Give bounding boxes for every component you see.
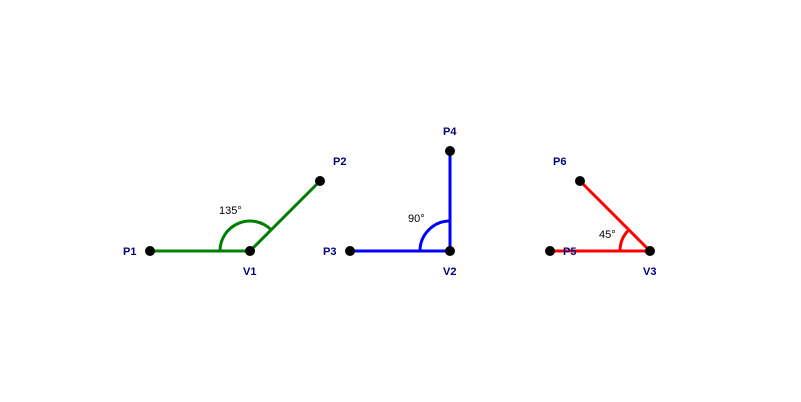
label-v3: V3 (643, 266, 656, 278)
ray-v1-p2 (248, 179, 322, 253)
label-v2: V2 (443, 266, 456, 278)
point-p5 (545, 246, 555, 256)
angle-value-1: 135° (219, 205, 242, 217)
point-p6 (575, 176, 585, 186)
point-v1 (245, 246, 255, 256)
label-p1: P1 (123, 246, 136, 258)
angle-arc-2 (418, 219, 451, 252)
point-p1 (145, 246, 155, 256)
label-p6: P6 (553, 156, 566, 168)
angle-figure-1: P1 V1 P2 135° (123, 156, 346, 278)
label-p2: P2 (333, 156, 346, 168)
point-v2 (445, 246, 455, 256)
ray-v3-p6 (578, 179, 652, 253)
point-p4 (445, 146, 455, 156)
angle-value-2: 90° (408, 213, 425, 225)
angle-arc-3 (618, 228, 630, 252)
point-p3 (345, 246, 355, 256)
point-v3 (645, 246, 655, 256)
point-p2 (315, 176, 325, 186)
label-p4: P4 (443, 126, 457, 138)
label-v1: V1 (243, 266, 256, 278)
angle-value-3: 45° (599, 229, 616, 241)
angle-figure-3: P5 V3 P6 45° (545, 156, 656, 278)
angle-figure-2: P3 V2 P4 90° (323, 126, 457, 278)
label-p3: P3 (323, 246, 336, 258)
angle-arc-1 (218, 219, 273, 252)
label-p5: P5 (563, 246, 576, 258)
